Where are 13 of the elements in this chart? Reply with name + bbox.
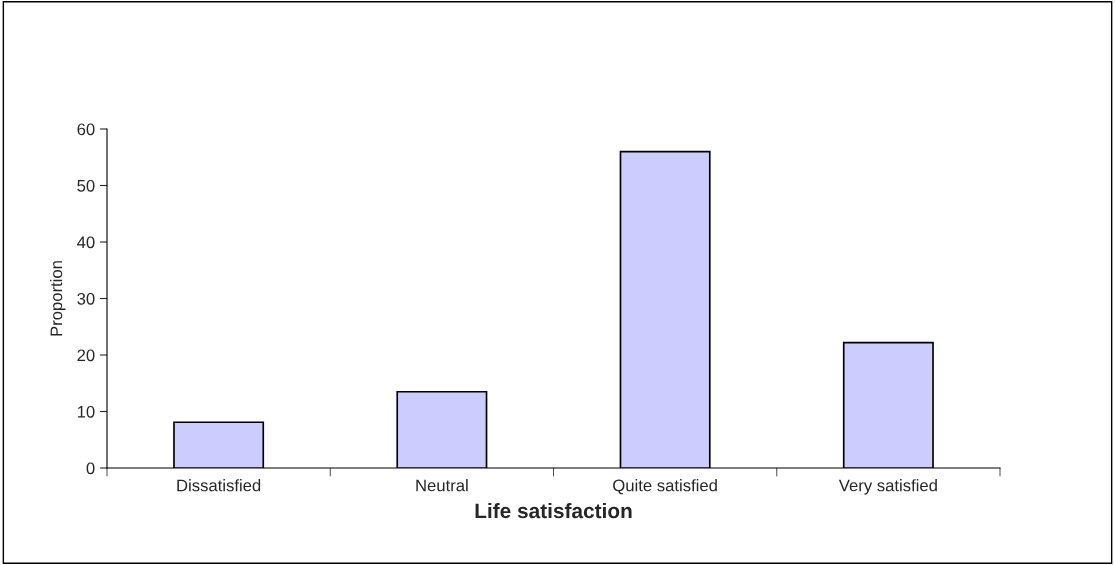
x-tick-label: Quite satisfied — [613, 479, 717, 495]
y-tick-label: 0 — [86, 462, 95, 475]
x-tick-label: Very satisfied — [838, 479, 937, 495]
x-tick-label: Dissatisfied — [177, 479, 261, 492]
y-axis-title: Proportion — [50, 261, 66, 336]
y-tick-label: 30 — [77, 292, 95, 305]
x-axis-title: Life satisfaction — [475, 502, 632, 519]
y-tick-label: 20 — [77, 349, 95, 362]
y-tick-label: 10 — [77, 405, 95, 418]
y-tick-label: 40 — [77, 236, 95, 249]
y-tick-label: 50 — [77, 179, 95, 192]
y-tick-label: 60 — [77, 123, 95, 136]
x-tick-label: Neutral — [416, 479, 468, 492]
